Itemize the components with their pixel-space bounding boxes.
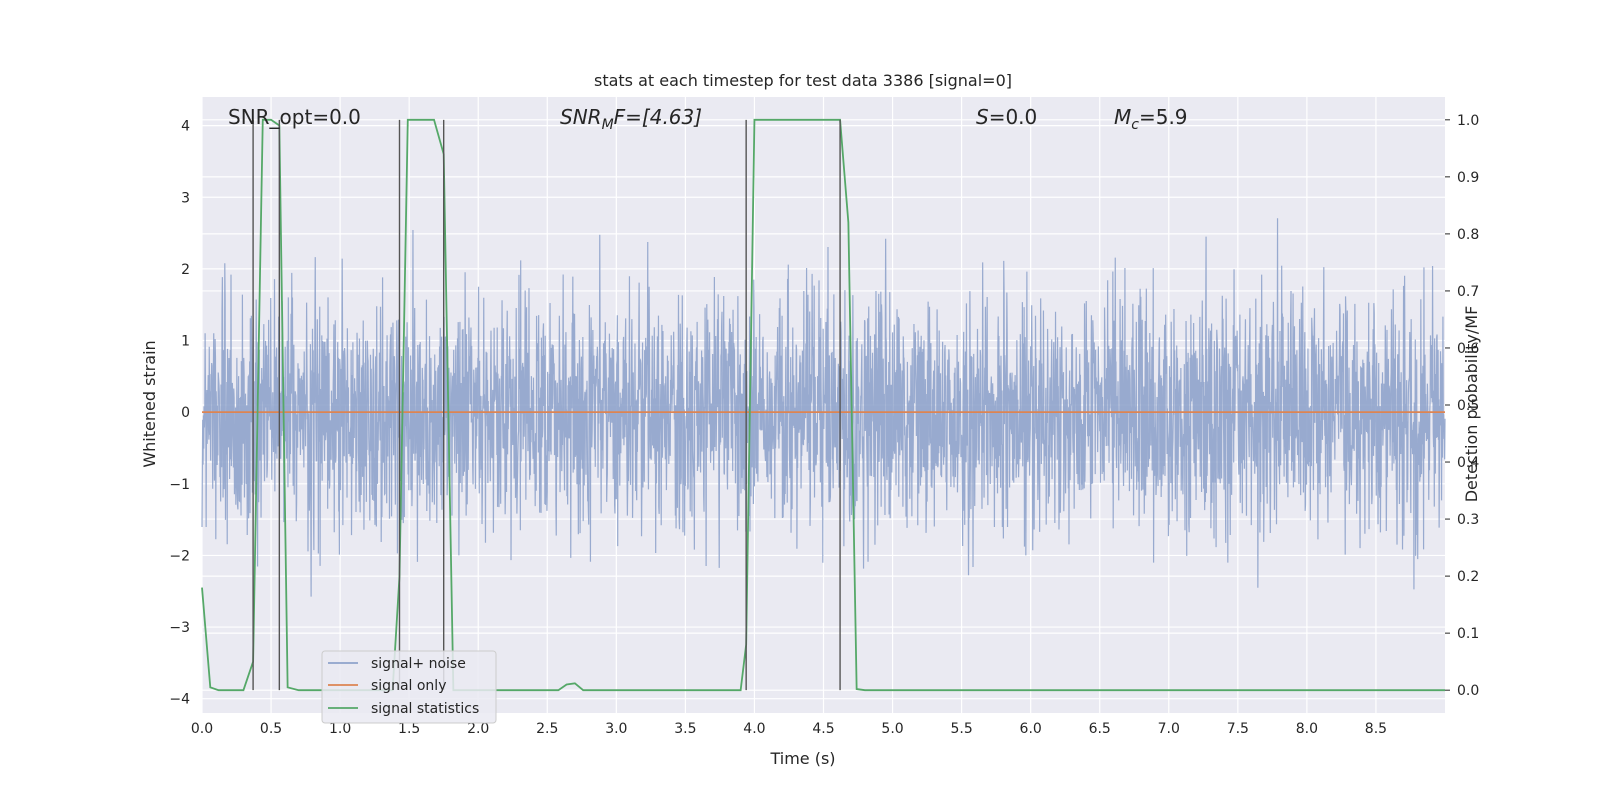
legend: signal+ noise signal only signal statist… [321, 650, 497, 724]
annotation-snr-mf-rest: F=[4.63] [614, 105, 702, 129]
annotation-mc: Mc=5.9 [1114, 105, 1188, 133]
y2-tick-label: 0.4 [1457, 455, 1479, 471]
legend-label-signal-only: signal only [371, 678, 446, 694]
annotation-s-label: S [976, 105, 989, 129]
y2-axis-label: Detection probability/MF [1462, 306, 1481, 503]
x-tick-label: 5.0 [881, 721, 903, 737]
x-tick-label: 0.0 [191, 721, 213, 737]
legend-label-signal-noise: signal+ noise [371, 656, 466, 672]
vertical-markers [252, 119, 841, 691]
x-tick-label: 6.5 [1089, 721, 1111, 737]
signal-noise-series [201, 218, 1446, 597]
x-tick-label: 0.5 [260, 721, 282, 737]
x-tick-label: 7.5 [1227, 721, 1249, 737]
signal-noise-line [201, 218, 1446, 597]
annotation-snr-mf-sub: M [602, 117, 614, 133]
x-tick-label: 8.0 [1296, 721, 1318, 737]
legend-label-signal-statistics: signal statistics [371, 701, 479, 717]
y-tick-label: 1 [181, 334, 190, 350]
y2-tick-label: 0.7 [1457, 284, 1479, 300]
y-tick-label: 0 [181, 405, 190, 421]
annotation-mc-sub: c [1131, 117, 1139, 133]
y-tick-label: −4 [169, 692, 190, 708]
x-axis-label: Time (s) [769, 749, 835, 768]
y-tick-label: 4 [181, 119, 190, 135]
x-tick-label: 4.0 [743, 721, 765, 737]
y2-tick-label: 0.8 [1457, 227, 1479, 243]
x-tick-label: 7.0 [1158, 721, 1180, 737]
annotation-s: S=0.0 [976, 105, 1037, 129]
legend-box [321, 650, 497, 724]
y2-tick-label: 0.1 [1457, 626, 1479, 642]
x-tick-label: 5.5 [950, 721, 972, 737]
x-tick-label: 6.0 [1020, 721, 1042, 737]
x-tick-label: 2.0 [467, 721, 489, 737]
y2-tick-label: 0.2 [1457, 569, 1479, 585]
y2-tick-label: 0.5 [1457, 398, 1479, 414]
y-tick-label: −2 [169, 548, 190, 564]
y2-tick-label: 0.6 [1457, 341, 1479, 357]
y2-tick-label: 0.0 [1457, 683, 1479, 699]
x-tick-label: 3.5 [674, 721, 696, 737]
x-tick-label: 8.5 [1365, 721, 1387, 737]
y2-tick-label: 0.3 [1457, 512, 1479, 528]
y-tick-label: −3 [169, 620, 190, 636]
y2-tick-label: 0.9 [1457, 170, 1479, 186]
x-tick-label: 4.5 [812, 721, 834, 737]
x-tick-label: 1.0 [329, 721, 351, 737]
y2-tick-label: 1.0 [1457, 113, 1479, 129]
annotation-mc-value: =5.9 [1139, 105, 1188, 129]
annotation-snr-mf-base: SNR [560, 105, 602, 129]
y-axis-label: Whitened strain [140, 340, 159, 467]
annotation-s-value: =0.0 [989, 105, 1038, 129]
x-tick-label: 1.5 [398, 721, 420, 737]
annotation-snr-opt: SNR_opt=0.0 [228, 105, 361, 129]
x-tick-label: 2.5 [536, 721, 558, 737]
annotation-snr-mf: SNRMF=[4.63] [560, 105, 702, 133]
chart-title: stats at each timestep for test data 338… [594, 71, 1012, 90]
y-tick-label: −1 [169, 477, 190, 493]
y-tick-label: 2 [181, 262, 190, 278]
x-tick-label: 3.0 [605, 721, 627, 737]
annotation-mc-base: M [1114, 105, 1131, 129]
y-tick-label: 3 [181, 190, 190, 206]
axes: 0.0 0.5 1.0 1.5 2.0 2.5 3.0 3.5 4.0 4.5 5.0 5.5 6.0 6… [169, 113, 1479, 737]
